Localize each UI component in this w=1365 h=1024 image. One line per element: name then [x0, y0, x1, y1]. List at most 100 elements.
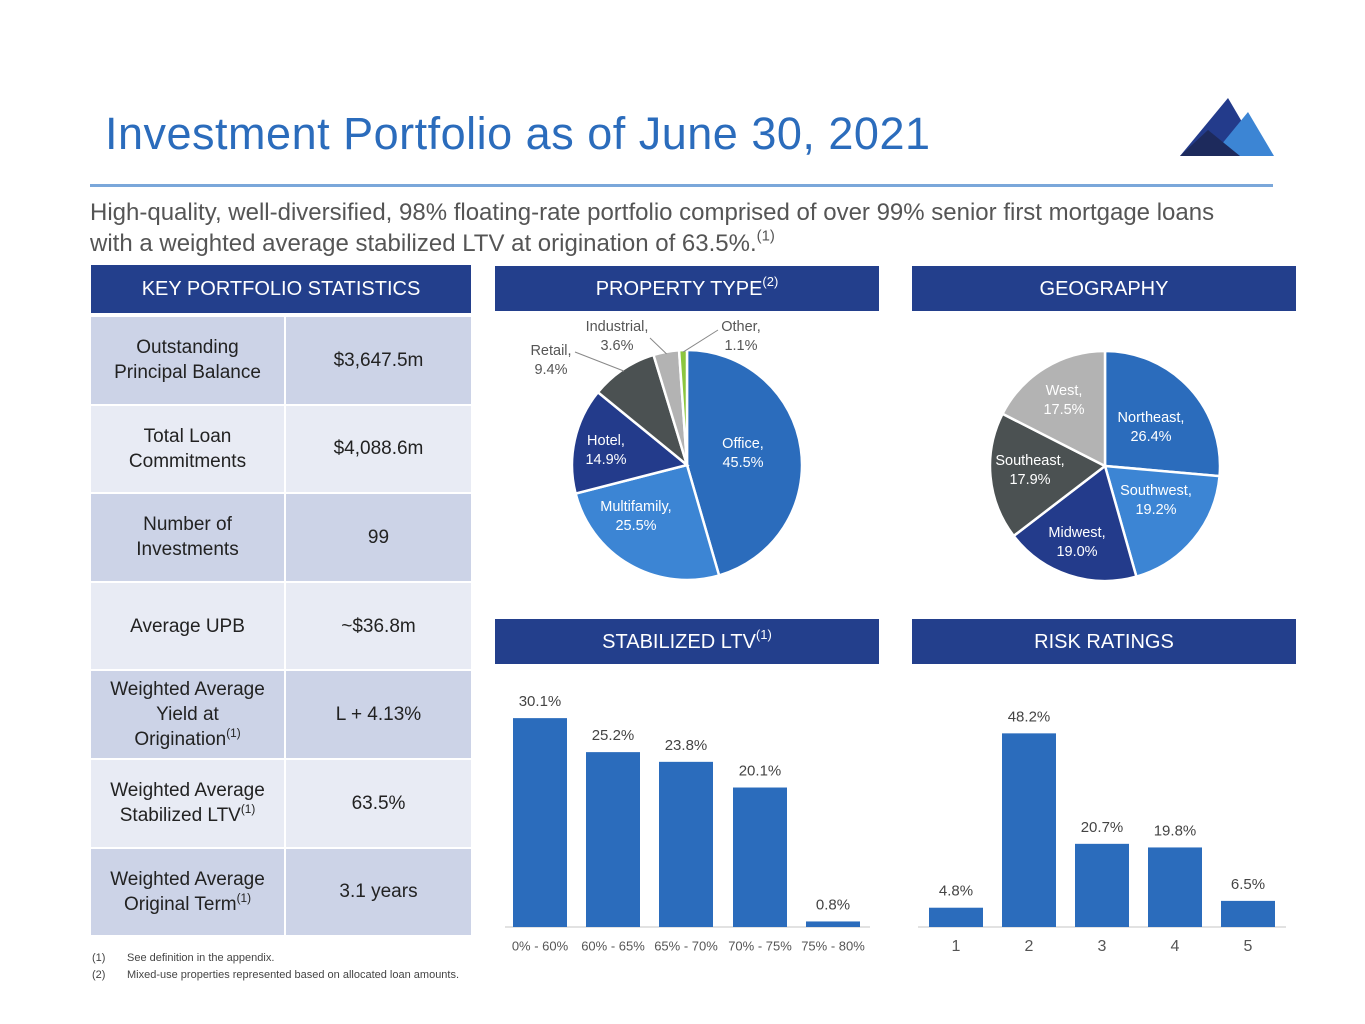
panel-header	[912, 619, 1296, 664]
slice-category: Northeast,	[1118, 410, 1185, 426]
bar	[1075, 843, 1129, 927]
row-label-text: Outstanding Principal Balance	[114, 337, 261, 384]
bar-label: 23.8%	[665, 737, 708, 754]
x-tick-label: 3	[1098, 938, 1107, 955]
row-label: Weighted Average Stabilized LTV(1)	[91, 759, 286, 847]
pie-slice	[685, 348, 804, 577]
subtitle: High-quality, well-diversified, 98% floa…	[90, 197, 1230, 259]
row-label-text: Weighted Average Stabilized LTV	[110, 780, 265, 827]
footnote-text: See definition in the appendix.	[127, 952, 275, 964]
panel-title-note: (1)	[756, 627, 772, 642]
row-value: $3,647.5m	[286, 317, 471, 404]
x-tick-label: 0% - 60%	[512, 938, 569, 953]
panel-title: RISK RATINGS	[1034, 631, 1174, 653]
slice-category: Industrial,	[586, 319, 649, 335]
panel-title-text: GEOGRAPHY	[1040, 278, 1169, 300]
title-rule	[90, 184, 1273, 187]
row-label-text-wrap: Outstanding Principal Balance	[103, 335, 272, 385]
panel-title: STABILIZED LTV(1)	[602, 627, 772, 653]
slice-category: Multifamily,	[600, 499, 671, 515]
row-label: Average UPB	[91, 582, 286, 670]
subtitle-note: (1)	[756, 228, 775, 245]
bar-label: 48.2%	[1008, 708, 1051, 725]
x-tick-label: 60% - 65%	[581, 938, 645, 953]
slice-label: 17.9%	[1009, 472, 1050, 488]
row-label-text: Weighted Average Original Term	[110, 868, 265, 915]
pie-slice	[1103, 464, 1221, 579]
pie-slice	[1103, 349, 1222, 478]
row-value: 99	[286, 494, 471, 581]
row-label-text: Total Loan Commitments	[128, 425, 247, 472]
panel-title-text: PROPERTY TYPE	[596, 278, 763, 300]
row-label-text-wrap: Total Loan Commitments	[103, 424, 272, 474]
slice-category: Southwest,	[1120, 483, 1192, 499]
slice-category: Retail,	[530, 343, 571, 359]
row-label-text: Average UPB	[130, 615, 245, 637]
row-value: L + 4.13%	[286, 671, 471, 758]
footnote: (1) See definition in the appendix.	[92, 950, 459, 967]
row-value: $4,088.6m	[286, 405, 471, 493]
slice-label: 17.5%	[1043, 402, 1084, 418]
panel-header	[495, 619, 879, 664]
slice-label: 19.2%	[1135, 502, 1176, 518]
row-label: Number of Investments	[91, 494, 286, 581]
panel-header	[495, 266, 879, 311]
slice-label: 45.5%	[722, 455, 763, 471]
slice-label: 9.4%	[534, 362, 567, 378]
bar	[1221, 900, 1275, 927]
row-label-text: Number of Investments	[136, 514, 239, 561]
row-label: Outstanding Principal Balance	[91, 317, 286, 404]
table-row: Number of Investments 99	[91, 494, 471, 583]
row-label-text: Weighted Average Yield at Origination	[110, 679, 265, 751]
table-row: Weighted Average Stabilized LTV(1) 63.5%	[91, 759, 471, 849]
bar-label: 30.1%	[519, 693, 562, 710]
row-value: 63.5%	[286, 759, 471, 847]
table-body: Outstanding Principal Balance $3,647.5m To…	[91, 317, 471, 938]
pie-slice	[574, 463, 721, 582]
bar-label: 4.8%	[939, 883, 973, 900]
x-tick-label: 70% - 75%	[728, 938, 792, 953]
x-tick-label: 75% - 80%	[801, 938, 865, 953]
panel-title-text: RISK RATINGS	[1034, 631, 1174, 653]
slice-label: 25.5%	[615, 518, 656, 534]
footnote-mark: (1)	[92, 952, 106, 964]
x-tick-label: 5	[1244, 938, 1253, 955]
bar-label: 0.8%	[816, 896, 850, 913]
slice-category: Hotel,	[587, 433, 625, 449]
slice-label: 1.1%	[724, 338, 757, 354]
footnote: (2) Mixed-use properties represented base…	[92, 967, 459, 984]
bar-label: 25.2%	[592, 727, 635, 744]
slice-category: West,	[1046, 383, 1083, 399]
slice-label: 3.6%	[600, 338, 633, 354]
bar	[929, 907, 983, 927]
bar-label: 20.1%	[739, 762, 782, 779]
row-label: Weighted Average Yield at Origination(1)	[91, 671, 286, 758]
stats-table: KEY PORTFOLIO STATISTICS Outstanding Pri…	[91, 265, 471, 938]
x-tick-label: 2	[1025, 938, 1034, 955]
row-label-note: (1)	[236, 891, 252, 905]
table-row: Average UPB ~$36.8m	[91, 582, 471, 672]
row-label-note: (1)	[240, 803, 256, 817]
page-title: Investment Portfolio as of June 30, 2021	[105, 108, 931, 159]
x-tick-label: 65% - 70%	[654, 938, 718, 953]
x-tick-label: 1	[952, 938, 961, 955]
row-label-note: (1)	[226, 726, 241, 740]
slice-label: 14.9%	[585, 452, 626, 468]
row-label-text-wrap: Weighted Average Yield at Origination(1)	[103, 677, 272, 752]
bar	[1002, 733, 1056, 927]
pie-slice	[988, 412, 1108, 538]
bar	[659, 761, 713, 927]
pie-slice	[1011, 463, 1138, 583]
panel-title-text: STABILIZED LTV	[602, 631, 756, 653]
row-label-text-wrap: Weighted Average Stabilized LTV(1)	[103, 778, 272, 828]
table-row: Total Loan Commitments $4,088.6m	[91, 405, 471, 495]
bar	[1148, 847, 1202, 927]
pie-slice	[1000, 349, 1107, 469]
row-label-text-wrap: Average UPB	[130, 614, 245, 639]
panel-title: GEOGRAPHY	[1040, 278, 1169, 300]
row-label-text-wrap: Number of Investments	[103, 512, 272, 562]
footnote-mark: (2)	[92, 969, 106, 981]
row-label: Weighted Average Original Term(1)	[91, 848, 286, 936]
